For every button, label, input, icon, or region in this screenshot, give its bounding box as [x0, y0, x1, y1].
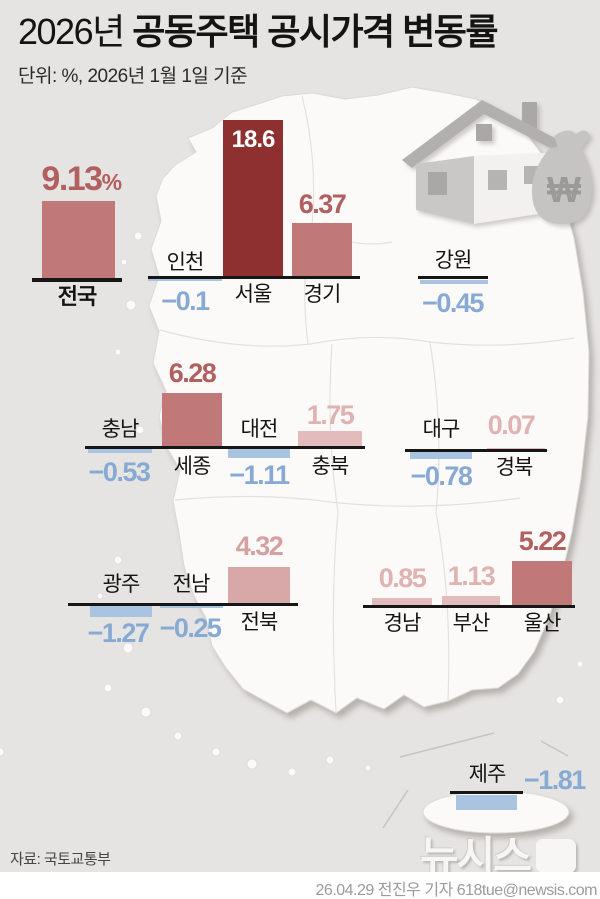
- value-gyeongnam: 0.85: [378, 563, 427, 593]
- bar-jeonbuk: [228, 566, 290, 603]
- newsis-watermark: 뉴시스: [420, 836, 576, 878]
- chimney: [522, 102, 537, 128]
- source-note: 자료: 국토교통부: [10, 851, 111, 868]
- value-seoul: 18.6: [231, 126, 276, 153]
- value-national: 9.13%: [41, 160, 122, 198]
- value-daejeon: −1.11: [229, 460, 290, 490]
- side-window: [428, 172, 447, 195]
- value-sejong: 6.28: [168, 358, 217, 388]
- title-main: 공동주택 공시가격 변동률: [132, 11, 498, 52]
- value-daegu: −0.78: [410, 461, 473, 491]
- label-jeju: 제주: [468, 763, 507, 786]
- label-chungbuk: 충북: [311, 455, 350, 478]
- value-jeju: −1.81: [524, 765, 586, 795]
- credit-strip: 26.04.29 전진우 기자 618tue@newsis.com: [0, 872, 600, 899]
- label-gyeonggi: 경기: [303, 283, 342, 306]
- label-national: 전국: [57, 284, 97, 309]
- bar-gangwon: [420, 280, 488, 284]
- header: 2026년 공동주택 공시가격 변동률 단위: %, 2026년 1월 1일 기…: [18, 10, 499, 88]
- newsis-watermark-text: 뉴시스: [420, 833, 532, 880]
- label-jeonbuk: 전북: [240, 611, 279, 634]
- value-busan: 1.13: [447, 561, 496, 591]
- label-sejong: 세종: [173, 455, 212, 478]
- bar-gyeongnam: [372, 597, 432, 605]
- baseline-national: [32, 278, 122, 282]
- baseline-daegu: [405, 449, 547, 452]
- bar-incheon: [148, 279, 222, 281]
- value-ulsan: 5.22: [518, 526, 567, 556]
- bar-busan: [442, 595, 500, 605]
- baseline-lowerleft: [68, 603, 298, 606]
- bar-sejong: [162, 393, 222, 446]
- newsis-logo-icon: [535, 839, 576, 873]
- percent-sign: %: [101, 169, 122, 195]
- bar-gwangju: [90, 606, 152, 617]
- value-incheon: −0.1: [161, 286, 210, 316]
- label-daejeon: 대전: [240, 418, 279, 441]
- gable-window: [476, 124, 492, 141]
- title-year: 2026년: [18, 11, 133, 52]
- label-gyeongbuk: 경북: [495, 456, 534, 479]
- front-window-1: [488, 170, 507, 190]
- bar-daegu: [410, 452, 472, 459]
- baseline-midleft: [85, 446, 365, 449]
- bar-seoul: [223, 119, 283, 276]
- house-icon: ₩: [402, 100, 592, 224]
- baseline-jeju: [450, 791, 523, 794]
- label-incheon: 인천: [166, 251, 205, 274]
- bar-jeonnam: [160, 606, 223, 609]
- baseline-gangwon: [418, 276, 488, 279]
- value-gyeonggi: 6.37: [298, 189, 347, 219]
- label-chungnam: 충남: [101, 418, 140, 441]
- roof: [402, 100, 574, 168]
- byline-credit: 26.04.29 전진우 기자 618tue@newsis.com: [315, 882, 598, 899]
- bar-chungbuk: [298, 431, 362, 446]
- money-bag-icon: ₩: [531, 130, 592, 224]
- label-busan: 부산: [452, 612, 491, 635]
- label-gwangju: 광주: [102, 573, 141, 596]
- value-gangwon: −0.45: [422, 288, 484, 318]
- label-daegu: 대구: [422, 418, 461, 441]
- page-title: 2026년 공동주택 공시가격 변동률: [18, 10, 499, 53]
- subtitle: 단위: %, 2026년 1월 1일 기준: [18, 66, 248, 88]
- baseline-capital: [148, 276, 360, 279]
- bar-gyeonggi: [292, 222, 352, 276]
- label-jeonnam: 전남: [172, 573, 211, 596]
- bar-chungnam: [88, 449, 152, 454]
- bar-daejeon: [228, 449, 290, 459]
- value-jeonnam: −0.25: [159, 613, 222, 643]
- value-gyeongbuk: 0.07: [487, 410, 536, 440]
- label-gyeongnam: 경남: [383, 612, 422, 635]
- label-gangwon: 강원: [434, 249, 473, 272]
- value-gwangju: −1.27: [87, 618, 150, 648]
- bar-ulsan: [512, 561, 572, 605]
- baseline-lowerright: [363, 605, 575, 608]
- coastal-islands: [0, 231, 584, 777]
- label-ulsan: 울산: [523, 612, 562, 635]
- value-chungbuk: 1.75: [306, 400, 355, 430]
- label-seoul: 서울: [234, 283, 273, 306]
- value-jeonbuk: 4.32: [235, 531, 284, 561]
- value-chungnam: −0.53: [88, 457, 151, 487]
- bar-jeju: [456, 795, 517, 811]
- inset-divider-lines: [382, 732, 569, 829]
- bar-national: [42, 201, 115, 278]
- bar-gyeongbuk: [487, 447, 545, 449]
- won-symbol: ₩: [547, 169, 581, 210]
